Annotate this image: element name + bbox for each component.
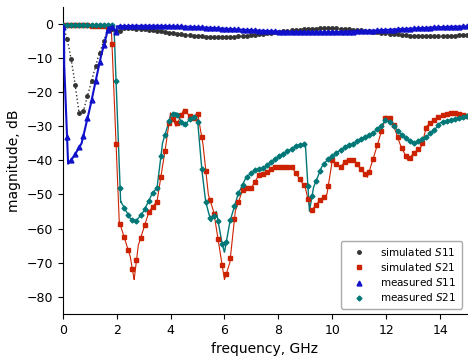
measured $S11$ — [68, 158, 74, 162]
simulated $S11$ — [436, 34, 441, 38]
simulated $S11$ — [273, 30, 278, 34]
X-axis label: frequency, GHz: frequency, GHz — [211, 342, 319, 356]
measured $S11$ — [452, 24, 458, 29]
simulated $S21$ — [305, 197, 311, 201]
measured $S11$ — [440, 25, 446, 29]
Line: measured $S11$: measured $S11$ — [61, 23, 469, 162]
simulated $S21$ — [137, 236, 143, 240]
Line: simulated $S21$: simulated $S21$ — [61, 23, 469, 276]
measured $S21$ — [436, 123, 441, 127]
measured $S11$ — [276, 29, 282, 34]
Line: measured $S21$: measured $S21$ — [61, 23, 469, 245]
simulated $S21$ — [223, 272, 229, 276]
simulated $S11$ — [76, 110, 82, 115]
measured $S11$ — [146, 24, 152, 28]
measured $S21$ — [448, 118, 454, 122]
simulated $S11$ — [448, 34, 454, 38]
measured $S21$ — [219, 241, 225, 246]
simulated $S11$ — [142, 27, 147, 32]
measured $S21$ — [464, 114, 470, 118]
measured $S11$ — [142, 24, 147, 28]
Line: simulated $S11$: simulated $S11$ — [61, 26, 469, 114]
Legend: simulated $S11$, simulated $S21$, measured $S11$, measured $S21$: simulated $S11$, simulated $S21$, measur… — [341, 241, 462, 309]
simulated $S21$ — [273, 165, 278, 170]
measured $S11$ — [162, 24, 168, 28]
simulated $S21$ — [436, 115, 441, 119]
measured $S11$ — [60, 25, 66, 29]
simulated $S11$ — [305, 27, 311, 31]
Y-axis label: magnitude, dB: magnitude, dB — [7, 109, 21, 212]
simulated $S21$ — [60, 23, 66, 27]
measured $S11$ — [464, 24, 470, 29]
simulated $S21$ — [154, 199, 160, 204]
simulated $S11$ — [60, 25, 66, 29]
measured $S11$ — [309, 30, 315, 34]
measured $S21$ — [137, 213, 143, 217]
measured $S21$ — [60, 23, 66, 27]
measured $S21$ — [154, 186, 160, 190]
measured $S21$ — [273, 157, 278, 161]
measured $S21$ — [305, 184, 311, 189]
simulated $S11$ — [464, 32, 470, 37]
simulated $S11$ — [158, 29, 164, 34]
simulated $S21$ — [448, 111, 454, 115]
simulated $S21$ — [464, 114, 470, 118]
